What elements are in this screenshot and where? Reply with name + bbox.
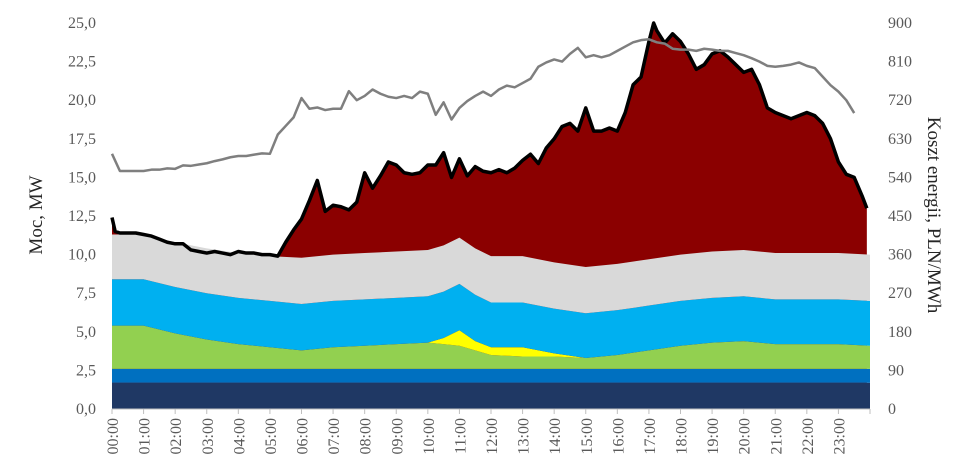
x-tick-label: 13:00 bbox=[516, 418, 533, 454]
x-tick-label: 10:00 bbox=[421, 418, 438, 454]
y-tick-label: 2,5 bbox=[76, 362, 96, 379]
y2-tick-label: 720 bbox=[888, 92, 912, 109]
x-tick-label: 03:00 bbox=[200, 418, 217, 454]
stacked-band-2 bbox=[112, 368, 870, 383]
y2-tick-label: 540 bbox=[888, 169, 912, 186]
x-tick-label: 20:00 bbox=[737, 418, 754, 454]
total-demand-line bbox=[110, 21, 869, 258]
y2-tick-label: 450 bbox=[888, 208, 912, 225]
x-tick-label: 02:00 bbox=[168, 418, 185, 454]
x-tick-label: 00:00 bbox=[105, 418, 122, 454]
x-tick-label: 17:00 bbox=[642, 418, 659, 454]
x-tick-label: 11:00 bbox=[452, 418, 469, 454]
y2-axis-title: Koszt energii, PLN/MWh bbox=[923, 117, 944, 314]
series-lines bbox=[110, 21, 869, 258]
stacked-band-5 bbox=[112, 279, 870, 359]
stacked-areas bbox=[112, 23, 870, 409]
x-tick-label: 08:00 bbox=[358, 418, 375, 454]
x-tick-label: 21:00 bbox=[768, 418, 785, 454]
y-tick-label: 25,0 bbox=[68, 15, 96, 32]
x-tick-label: 12:00 bbox=[484, 418, 501, 454]
x-tick-label: 16:00 bbox=[610, 418, 627, 454]
axes: 0,0 2,5 5,0 7,5 10,0 12,5 15,0 17,5 20,0 22,5 25,0… bbox=[68, 15, 912, 454]
y-tick-label: 7,5 bbox=[76, 285, 96, 302]
x-tick-label: 05:00 bbox=[263, 418, 280, 454]
y-tick-label: 17,5 bbox=[68, 131, 96, 148]
x-tick-label: 07:00 bbox=[326, 418, 343, 454]
x-tick-label: 22:00 bbox=[800, 418, 817, 454]
x-tick-label: 18:00 bbox=[674, 418, 691, 454]
y-tick-label: 22,5 bbox=[68, 54, 96, 71]
y2-tick-label: 810 bbox=[888, 54, 912, 71]
y-tick-label: 15,0 bbox=[68, 169, 96, 186]
y-tick-label: 0,0 bbox=[76, 401, 96, 418]
stacked-band-6 bbox=[112, 234, 870, 314]
y-tick-label: 20,0 bbox=[68, 92, 96, 109]
y2-tick-label: 90 bbox=[888, 362, 904, 379]
x-tick-label: 01:00 bbox=[137, 418, 154, 454]
y2-tick-label: 360 bbox=[888, 247, 912, 264]
x-tick-label: 06:00 bbox=[295, 418, 312, 454]
stacked-band-1 bbox=[112, 382, 870, 409]
y2-tick-label: 900 bbox=[888, 15, 912, 32]
x-tick-label: 19:00 bbox=[705, 418, 722, 454]
energy-price-line bbox=[110, 38, 856, 173]
y-axis-title: Moc, MW bbox=[26, 175, 47, 254]
y2-tick-label: 630 bbox=[888, 131, 912, 148]
y2-tick-label: 0 bbox=[888, 401, 896, 418]
stacked-band-3 bbox=[112, 325, 870, 369]
x-tick-label: 15:00 bbox=[579, 418, 596, 454]
y2-tick-label: 270 bbox=[888, 285, 912, 302]
y-tick-label: 10,0 bbox=[68, 247, 96, 264]
y2-tick-label: 180 bbox=[888, 324, 912, 341]
y-tick-label: 5,0 bbox=[76, 324, 96, 341]
y-tick-label: 12,5 bbox=[68, 208, 96, 225]
x-tick-label: 04:00 bbox=[231, 418, 248, 454]
stacked-band-4 bbox=[112, 325, 870, 359]
x-tick-label: 14:00 bbox=[547, 418, 564, 454]
x-tick-label: 23:00 bbox=[831, 418, 848, 454]
x-tick-label: 09:00 bbox=[389, 418, 406, 454]
